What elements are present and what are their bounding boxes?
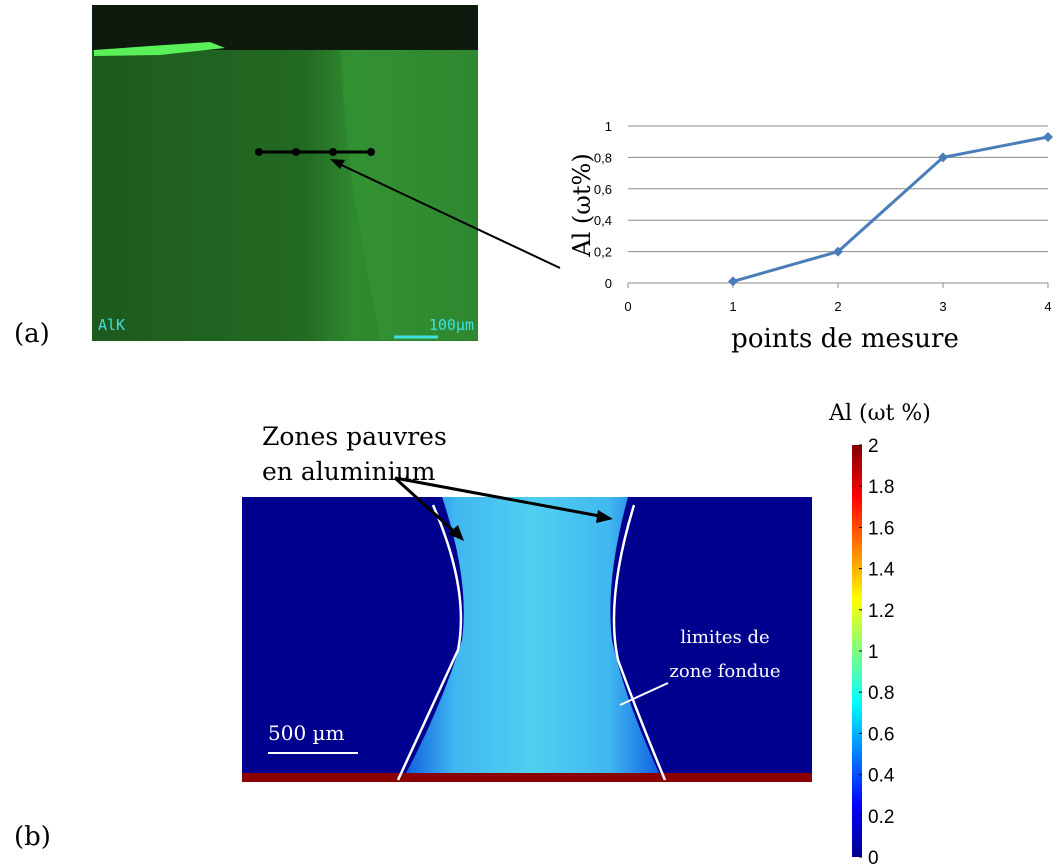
y-axis-label: Al (ωt%) bbox=[568, 153, 596, 257]
colorbar-tick-label: 0.2 bbox=[868, 807, 894, 828]
arrow-head bbox=[596, 510, 613, 523]
leader-line bbox=[619, 682, 669, 706]
y-tick-label: 0,4 bbox=[594, 213, 612, 228]
measure-point bbox=[255, 148, 263, 156]
panel-label: (b) bbox=[14, 822, 51, 852]
marker bbox=[728, 276, 738, 287]
series-line bbox=[732, 135, 1049, 283]
sem-background bbox=[92, 5, 478, 341]
colorbar-title: Al (ωt %) bbox=[828, 401, 931, 426]
marker bbox=[1043, 131, 1053, 142]
colorbar-tick-label: 1.6 bbox=[868, 518, 894, 539]
scale-label: 500 µm bbox=[268, 721, 345, 745]
sem-zone bbox=[340, 50, 478, 340]
x-tick-label: 1 bbox=[729, 299, 736, 314]
marker bbox=[833, 246, 843, 257]
bottom-strip bbox=[242, 773, 812, 782]
x-tick-label: 2 bbox=[834, 299, 841, 314]
marker bbox=[938, 152, 948, 163]
colorbar-tick-label: 1.2 bbox=[868, 601, 894, 622]
colorbar-ticks: 0 0.2 0.4 0.6 0.8 1 1.2 1.4 1.6 1.8 2 bbox=[859, 436, 895, 866]
colorbar-tick-label: 1 bbox=[868, 642, 879, 663]
arrow bbox=[394, 476, 606, 519]
boundary bbox=[396, 504, 463, 781]
arrow-head bbox=[448, 525, 464, 541]
measure-point bbox=[329, 148, 337, 156]
colorbar bbox=[852, 445, 862, 857]
image-label: 100µm bbox=[429, 316, 474, 334]
colorbar-tick-label: 1.8 bbox=[868, 477, 894, 498]
arrow-head bbox=[330, 159, 345, 169]
arrow bbox=[334, 161, 561, 269]
boundary-label: zone fondue bbox=[669, 661, 780, 682]
x-axis-label: points de mesure bbox=[731, 324, 959, 354]
image-label: AlK bbox=[98, 316, 125, 334]
sem-image: AlK 100µm bbox=[92, 5, 561, 341]
sem-top-band bbox=[92, 5, 478, 50]
sem-edge bbox=[94, 42, 225, 56]
x-tick-label: 4 bbox=[1044, 299, 1051, 314]
boundary-label: limites de bbox=[680, 627, 769, 648]
arrow bbox=[393, 476, 460, 537]
measure-point bbox=[292, 148, 300, 156]
measure-point bbox=[367, 148, 375, 156]
panel-label: (a) bbox=[14, 319, 50, 349]
annotation: Zones pauvres bbox=[262, 422, 447, 451]
colorbar-tick-label: 1.4 bbox=[868, 560, 895, 581]
y-tick-label: 0,8 bbox=[594, 150, 612, 165]
y-tick-label: 1 bbox=[605, 119, 612, 134]
simulation-map: 500 µm limites de zone fondue bbox=[242, 497, 812, 782]
colorbar-tick-label: 0 bbox=[868, 848, 879, 866]
colorbar-tick-label: 2 bbox=[868, 436, 879, 457]
x-tick-label: 3 bbox=[939, 299, 946, 314]
line-chart: 0 0,2 0,4 0,6 0,8 1 0 1 2 3 4 bbox=[594, 119, 1053, 314]
y-tick-label: 0 bbox=[605, 276, 612, 291]
y-tick-label: 0,2 bbox=[594, 245, 612, 260]
y-tick-label: 0,6 bbox=[594, 182, 612, 197]
boundary bbox=[612, 504, 667, 781]
colorbar-tick-label: 0.8 bbox=[868, 683, 894, 704]
colorbar-tick-label: 0.6 bbox=[868, 724, 894, 745]
plume bbox=[405, 497, 660, 775]
x-tick-label: 0 bbox=[624, 299, 631, 314]
colorbar-tick-label: 0.4 bbox=[868, 766, 895, 787]
